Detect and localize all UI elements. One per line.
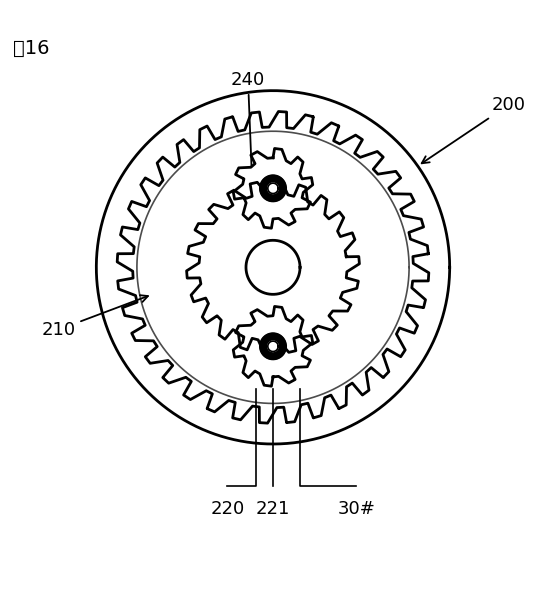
Polygon shape	[260, 176, 286, 201]
Polygon shape	[268, 183, 278, 193]
Text: 221: 221	[256, 500, 290, 518]
Text: 240: 240	[231, 71, 265, 179]
Polygon shape	[268, 341, 278, 352]
Text: 200: 200	[422, 96, 525, 164]
Polygon shape	[187, 181, 359, 354]
Polygon shape	[260, 333, 286, 359]
Text: 30#: 30#	[337, 500, 375, 518]
Polygon shape	[117, 112, 429, 423]
Text: 220: 220	[210, 500, 245, 518]
Polygon shape	[233, 306, 313, 386]
Polygon shape	[246, 241, 300, 294]
Text: 210: 210	[41, 295, 148, 338]
Polygon shape	[233, 149, 313, 228]
Polygon shape	[96, 91, 450, 444]
Text: 図16: 図16	[13, 39, 50, 58]
